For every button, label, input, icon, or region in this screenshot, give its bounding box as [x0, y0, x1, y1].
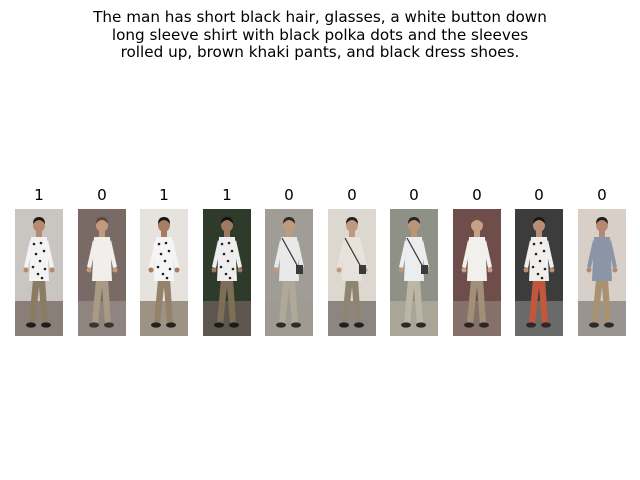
person-image[interactable]	[453, 209, 501, 336]
caption-line: long sleeve shirt with black polka dots …	[111, 25, 529, 44]
match-label: 0	[597, 186, 607, 204]
match-label: 0	[284, 186, 294, 204]
person-image[interactable]	[78, 209, 126, 336]
match-label: 0	[97, 186, 107, 204]
match-label: 0	[347, 186, 357, 204]
match-label: 1	[159, 186, 169, 204]
match-label: 1	[34, 186, 44, 204]
match-label: 0	[472, 186, 482, 204]
person-image[interactable]	[390, 209, 438, 336]
person-image[interactable]	[328, 209, 376, 336]
match-label: 1	[222, 186, 232, 204]
person-image[interactable]	[265, 209, 313, 336]
match-label: 0	[534, 186, 544, 204]
caption-line: The man has short black hair, glasses, a…	[93, 8, 547, 26]
caption-line: rolled up, brown khaki pants, and black …	[120, 43, 520, 61]
person-image[interactable]	[203, 209, 251, 336]
person-image[interactable]	[578, 209, 626, 336]
query-caption: The man has short black hair, glasses, a…	[20, 8, 620, 62]
match-label: 0	[409, 186, 419, 204]
person-image[interactable]	[515, 209, 563, 336]
person-image[interactable]	[140, 209, 188, 336]
person-image[interactable]	[15, 209, 63, 336]
